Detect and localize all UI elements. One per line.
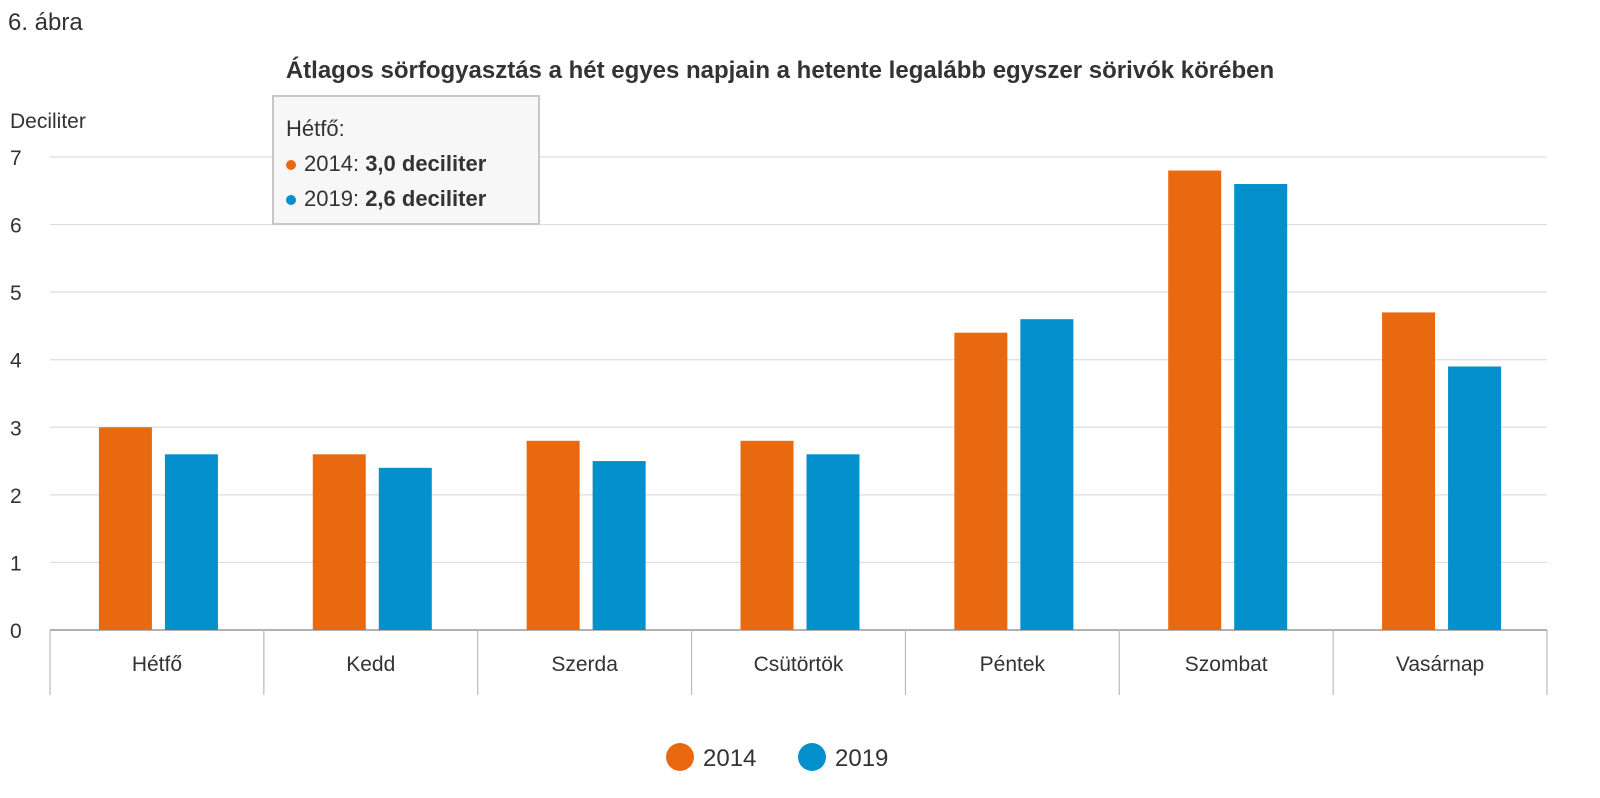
series-dot-icon — [286, 160, 296, 171]
bar-2014-Vasárnap — [1382, 312, 1436, 630]
bar-2014-Szerda — [526, 440, 580, 630]
bar-2019-Szombat — [1234, 184, 1288, 630]
legend-marker-2019 — [798, 743, 826, 771]
tooltip: Hétfő: 2014: 3,0 deciliter 2019: 2,6 dec… — [272, 95, 540, 225]
bar-2014-Hétfő — [98, 427, 152, 630]
bar-2019-Szerda — [592, 461, 646, 630]
tooltip-row-2014: 2014: 3,0 deciliter — [286, 146, 526, 181]
y-tick-label: 7 — [10, 147, 22, 170]
x-tick-label: Hétfő — [132, 653, 182, 676]
x-tick-label: Péntek — [980, 653, 1046, 676]
bar-2019-Kedd — [378, 467, 432, 630]
bar-2014-Szombat — [1168, 170, 1222, 630]
x-tick-label: Csütörtök — [754, 653, 844, 676]
chart-title: Átlagos sörfogyasztás a hét egyes napjai… — [286, 56, 1274, 84]
x-tick-label: Szerda — [551, 653, 618, 676]
y-tick-label: 1 — [10, 552, 22, 575]
y-tick-label: 3 — [10, 417, 22, 440]
bar-2014-Kedd — [312, 454, 366, 630]
tooltip-title: Hétfő: — [286, 116, 345, 141]
bar-2019-Péntek — [1020, 319, 1074, 630]
legend-label-2014: 2014 — [703, 745, 756, 772]
y-tick-label: 4 — [10, 350, 22, 373]
bar-2014-Csütörtök — [740, 440, 794, 630]
x-tick-label: Szombat — [1185, 653, 1268, 676]
y-tick-label: 6 — [10, 215, 22, 238]
x-tick-label: Vasárnap — [1396, 653, 1484, 676]
y-tick-label: 0 — [10, 620, 22, 643]
tooltip-label: 2014: — [304, 151, 360, 176]
bar-2019-Csütörtök — [806, 454, 860, 630]
legend-label-2019: 2019 — [835, 745, 888, 772]
series-dot-icon — [286, 195, 296, 206]
tooltip-value: 2,6 deciliter — [365, 186, 487, 211]
bar-2019-Vasárnap — [1448, 366, 1502, 630]
y-axis-label: Deciliter — [10, 110, 86, 133]
y-tick-label: 2 — [10, 485, 22, 508]
x-tick-label: Kedd — [346, 653, 395, 676]
legend-marker-2014 — [666, 743, 694, 771]
tooltip-label: 2019: — [304, 186, 360, 211]
tooltip-value: 3,0 deciliter — [365, 151, 487, 176]
bar-2019-Hétfő — [164, 454, 218, 630]
bar-2014-Péntek — [954, 332, 1008, 630]
figure-label: 6. ábra — [8, 9, 83, 36]
tooltip-row-2019: 2019: 2,6 deciliter — [286, 181, 526, 216]
y-tick-label: 5 — [10, 282, 22, 305]
